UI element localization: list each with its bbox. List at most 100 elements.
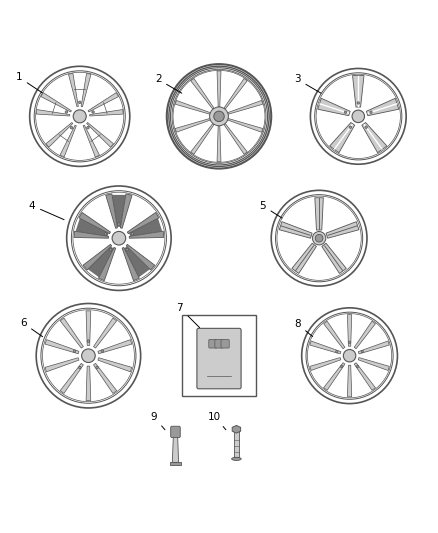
Polygon shape — [60, 364, 83, 393]
Polygon shape — [347, 314, 352, 346]
Circle shape — [344, 111, 347, 114]
Circle shape — [361, 350, 364, 353]
Polygon shape — [224, 78, 247, 109]
Polygon shape — [310, 341, 341, 354]
Polygon shape — [217, 126, 221, 161]
Circle shape — [349, 126, 352, 128]
Polygon shape — [79, 213, 110, 233]
Polygon shape — [326, 222, 359, 238]
Polygon shape — [228, 100, 263, 114]
Polygon shape — [129, 219, 162, 236]
Polygon shape — [86, 366, 91, 401]
Polygon shape — [81, 74, 91, 107]
Circle shape — [167, 64, 271, 168]
Polygon shape — [112, 195, 126, 227]
Circle shape — [78, 366, 81, 369]
Polygon shape — [324, 363, 345, 390]
Polygon shape — [292, 243, 316, 273]
Circle shape — [112, 231, 126, 245]
Circle shape — [210, 107, 228, 126]
Polygon shape — [191, 78, 214, 109]
Circle shape — [101, 350, 104, 352]
Polygon shape — [191, 124, 214, 154]
Text: 3: 3 — [294, 75, 321, 93]
Polygon shape — [98, 340, 132, 354]
Circle shape — [131, 232, 134, 235]
FancyBboxPatch shape — [171, 426, 180, 438]
Circle shape — [311, 68, 406, 164]
Circle shape — [312, 231, 326, 245]
Circle shape — [78, 101, 81, 103]
Polygon shape — [99, 247, 116, 281]
Text: 5: 5 — [259, 200, 282, 218]
Polygon shape — [36, 110, 70, 116]
Circle shape — [30, 66, 130, 166]
Circle shape — [73, 350, 76, 352]
FancyBboxPatch shape — [215, 340, 223, 348]
Circle shape — [126, 248, 128, 251]
Circle shape — [365, 126, 367, 128]
Polygon shape — [175, 100, 210, 114]
Circle shape — [336, 350, 338, 353]
Polygon shape — [45, 340, 79, 354]
Polygon shape — [68, 74, 78, 107]
Polygon shape — [124, 246, 150, 277]
Polygon shape — [232, 425, 240, 433]
Circle shape — [315, 235, 323, 242]
Polygon shape — [126, 244, 155, 270]
Circle shape — [110, 248, 112, 251]
Polygon shape — [127, 213, 159, 233]
Polygon shape — [46, 123, 73, 147]
Bar — [234, 430, 239, 459]
Polygon shape — [45, 358, 79, 372]
Circle shape — [370, 111, 372, 114]
Polygon shape — [93, 318, 117, 348]
Bar — [170, 462, 181, 465]
Circle shape — [36, 303, 141, 408]
Text: 7: 7 — [177, 303, 200, 328]
Polygon shape — [310, 358, 341, 370]
Polygon shape — [175, 118, 210, 132]
Polygon shape — [93, 364, 117, 393]
Polygon shape — [367, 98, 399, 116]
Polygon shape — [322, 243, 346, 273]
Circle shape — [352, 110, 364, 123]
Polygon shape — [90, 110, 123, 116]
Polygon shape — [83, 125, 99, 157]
Circle shape — [65, 111, 67, 114]
Polygon shape — [354, 363, 375, 390]
Text: 9: 9 — [150, 411, 165, 430]
Circle shape — [104, 232, 107, 235]
Text: 4: 4 — [28, 200, 64, 220]
Circle shape — [271, 190, 367, 286]
Circle shape — [87, 126, 89, 129]
Polygon shape — [172, 434, 179, 462]
Polygon shape — [122, 247, 139, 281]
Polygon shape — [228, 118, 263, 132]
Circle shape — [81, 349, 95, 362]
Polygon shape — [353, 76, 364, 107]
Polygon shape — [74, 231, 109, 238]
Circle shape — [343, 350, 356, 362]
Polygon shape — [315, 198, 323, 230]
Text: 1: 1 — [15, 72, 42, 93]
Text: 2: 2 — [155, 75, 182, 93]
Polygon shape — [354, 321, 375, 349]
Polygon shape — [330, 123, 355, 152]
Circle shape — [117, 223, 120, 225]
FancyBboxPatch shape — [209, 340, 217, 348]
FancyBboxPatch shape — [221, 340, 229, 348]
Polygon shape — [358, 358, 389, 370]
Bar — [182, 315, 256, 397]
Polygon shape — [324, 321, 345, 349]
Circle shape — [87, 340, 90, 342]
Polygon shape — [88, 93, 119, 112]
Circle shape — [73, 110, 86, 123]
Polygon shape — [88, 246, 113, 277]
FancyBboxPatch shape — [197, 328, 241, 389]
Text: 8: 8 — [294, 319, 313, 336]
Polygon shape — [87, 123, 113, 147]
Polygon shape — [76, 219, 109, 236]
Polygon shape — [98, 358, 132, 372]
Polygon shape — [106, 194, 117, 228]
